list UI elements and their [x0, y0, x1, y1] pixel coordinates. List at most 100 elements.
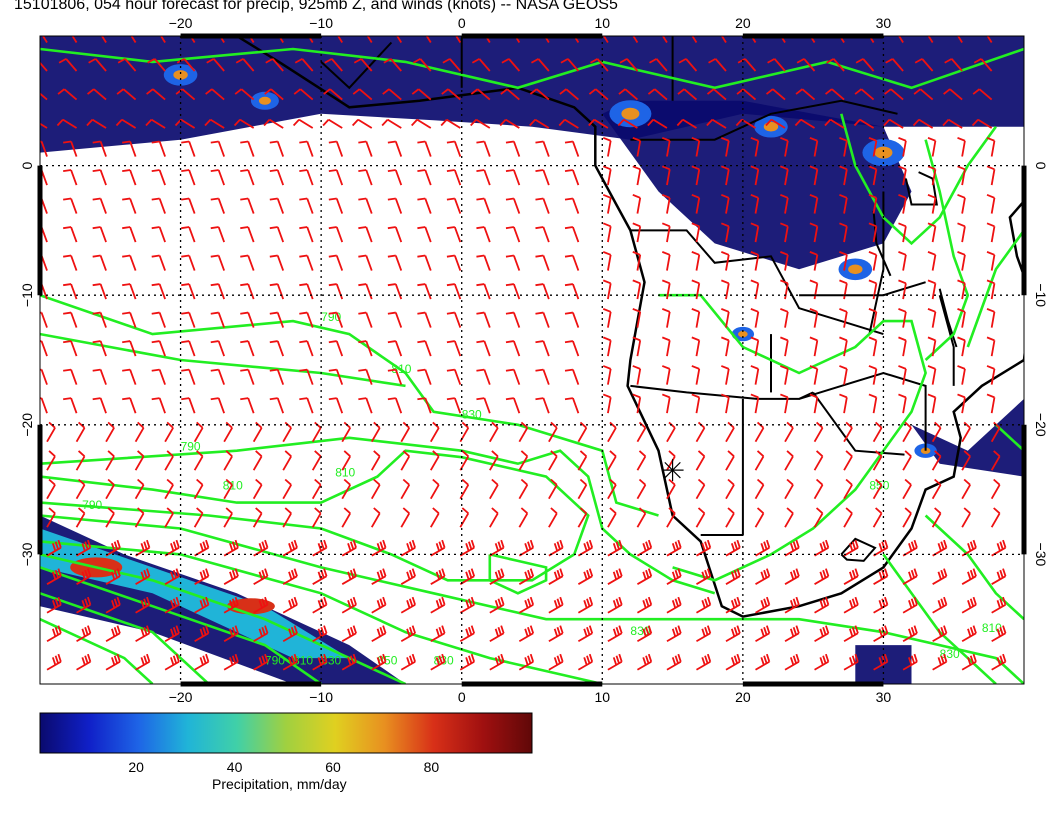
wind-barb	[151, 254, 166, 271]
wind-barb	[986, 193, 996, 214]
wind-barb	[518, 596, 535, 614]
wind-barb	[607, 478, 617, 500]
wind-barb	[312, 539, 328, 557]
wind-barb	[838, 36, 845, 43]
wind-barb	[784, 507, 794, 528]
wind-barb	[400, 507, 411, 528]
wind-barb	[505, 254, 521, 271]
wind-barb	[181, 140, 196, 157]
contour-line	[40, 618, 154, 684]
wind-barb	[696, 568, 712, 585]
wind-barb	[813, 478, 824, 500]
wind-barb	[341, 450, 352, 471]
wind-barb	[46, 539, 62, 557]
wind-barb	[814, 539, 830, 557]
wind-barb	[779, 36, 786, 43]
wind-barb	[736, 88, 757, 101]
wind-barb	[387, 226, 403, 243]
lon-tick-label-top: 0	[458, 15, 466, 31]
contour-line	[840, 113, 997, 246]
wind-barb	[548, 421, 558, 443]
wind-barb	[902, 421, 912, 443]
wind-barb	[441, 88, 461, 101]
wind-barb	[371, 539, 387, 557]
wind-barb	[809, 393, 819, 414]
wind-barb	[809, 308, 819, 328]
wind-barb	[46, 478, 56, 500]
wind-barb	[927, 393, 937, 414]
map-title: 15101806, 054 hour forecast for precip, …	[14, 0, 618, 13]
wind-barb	[755, 596, 771, 614]
wind-barb	[206, 58, 225, 72]
wind-barb	[476, 368, 491, 385]
wind-barb	[535, 283, 550, 300]
contour-line	[658, 293, 927, 582]
wind-barb	[164, 596, 180, 614]
wind-barb	[387, 197, 403, 214]
wind-barb	[809, 36, 816, 43]
wind-barb	[902, 596, 918, 614]
wind-barb	[425, 36, 432, 43]
wind-barb	[181, 197, 196, 214]
wind-barb	[839, 393, 848, 414]
wind-barb	[387, 254, 403, 271]
wind-barb	[548, 568, 564, 585]
wind-barb	[151, 397, 166, 414]
wind-barb	[459, 625, 476, 643]
wind-barb	[210, 283, 225, 300]
wind-barb	[691, 136, 701, 157]
wind-barb	[323, 88, 343, 101]
wind-barb	[784, 653, 800, 671]
wind-barb	[577, 596, 594, 614]
wind-barb	[358, 254, 373, 271]
wind-barb	[691, 193, 701, 214]
wind-barb	[661, 279, 671, 300]
wind-barb	[986, 36, 993, 43]
wind-barb	[617, 118, 638, 129]
wind-barb	[181, 226, 196, 243]
wind-barb	[632, 222, 642, 243]
wind-barb	[499, 118, 520, 129]
wind-barb	[754, 450, 765, 471]
wind-barb	[122, 340, 137, 357]
wind-barb	[530, 58, 550, 72]
wind-barb	[489, 421, 499, 443]
precip-core	[920, 447, 931, 454]
wind-barb	[529, 118, 550, 129]
wind-barb	[750, 308, 760, 328]
wind-barb	[750, 36, 757, 43]
wind-barb	[535, 254, 550, 271]
wind-barb	[489, 596, 505, 614]
precip-core	[621, 107, 640, 120]
wind-barb	[151, 169, 166, 186]
wind-barb	[328, 340, 344, 357]
wind-barb	[750, 165, 760, 186]
wind-barb	[839, 308, 848, 328]
wind-barb	[446, 283, 462, 300]
wind-barb	[843, 596, 859, 614]
contour-label: 830	[321, 654, 341, 668]
wind-barb	[63, 397, 78, 414]
lat-tick-label-left: 0	[19, 161, 35, 169]
wind-barb	[253, 653, 269, 671]
wind-barb	[371, 653, 387, 671]
wind-barb	[720, 36, 727, 43]
wind-barb	[755, 625, 771, 643]
wind-barb	[240, 340, 255, 357]
wind-barb	[92, 340, 107, 357]
wind-barb	[632, 193, 642, 214]
wind-barb	[71, 36, 78, 43]
wind-barb	[122, 368, 137, 385]
wind-barb	[358, 140, 373, 157]
wind-barb	[927, 165, 937, 186]
wind-barb	[548, 653, 564, 671]
wind-barb	[194, 625, 210, 643]
wind-barb	[210, 397, 225, 414]
wind-barb	[632, 279, 642, 300]
wind-barb	[868, 165, 878, 186]
wind-barb	[505, 311, 521, 328]
wind-barb	[75, 421, 86, 443]
wind-barb	[430, 568, 446, 585]
wind-barb	[299, 283, 314, 300]
wind-barb	[105, 625, 121, 643]
